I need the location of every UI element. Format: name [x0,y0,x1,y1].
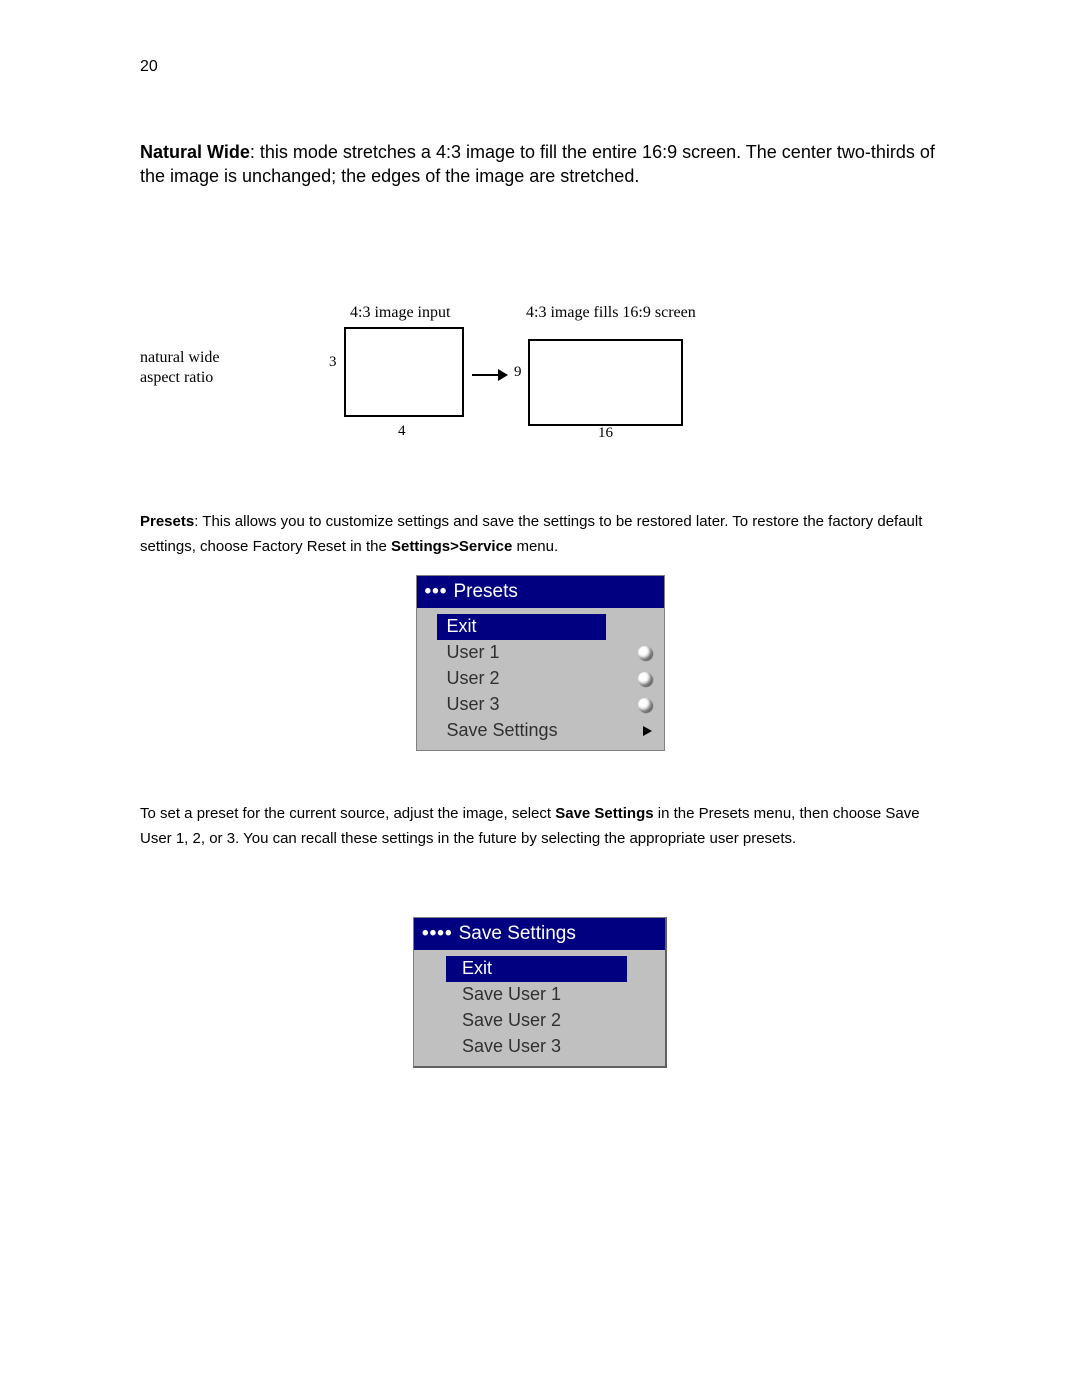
label-16: 16 [598,425,613,442]
label-3: 3 [329,354,337,371]
save-menu-body: Exit Save User 1 Save User 2 Save User 3 [414,950,665,1066]
menu-item-label: User 1 [447,642,500,663]
set-preset-paragraph: To set a preset for the current source, … [140,801,940,852]
rect-16-9 [528,339,683,426]
menu-item-save-settings[interactable]: Save Settings [417,718,664,744]
menu-item-label: User 2 [447,668,500,689]
presets-paragraph: Presets: This allows you to customize se… [140,509,940,560]
menu-item-label: Save Settings [447,720,558,741]
menu-item-save-user-2[interactable]: Save User 2 [414,1008,665,1034]
diagram-top-label-1: 4:3 image input [350,304,450,322]
menu-item-exit[interactable]: Exit [446,956,627,982]
natural-wide-paragraph: Natural Wide: this mode stretches a 4:3 … [140,140,940,189]
diagram-left-label-1: natural wide [140,349,220,367]
diagram-left-label-2: aspect ratio [140,369,213,387]
natural-wide-label: Natural Wide [140,142,250,162]
arrow-line [472,374,500,376]
dots-icon: ••• [425,581,448,603]
menu-item-save-user-1[interactable]: Save User 1 [414,982,665,1008]
presets-text-2: menu. [512,538,558,555]
presets-menu-title: Presets [453,581,517,603]
presets-menu: ••• Presets Exit User 1 User 2 User 3 Sa… [416,575,665,751]
arrow-right-icon [643,726,652,736]
diagram-top-label-2: 4:3 image fills 16:9 screen [526,304,696,322]
menu-item-exit[interactable]: Exit [437,614,606,640]
arrow-right-icon [498,369,508,381]
label-4: 4 [398,423,406,440]
menu-item-label: Exit [447,616,477,637]
save-settings-bold: Save Settings [555,805,653,822]
aspect-ratio-diagram: natural wide aspect ratio 4:3 image inpu… [140,229,940,409]
radio-icon[interactable] [638,646,652,660]
save-menu-title: Save Settings [459,923,576,945]
set-preset-text-1: To set a preset for the current source, … [140,805,555,822]
menu-item-label: Save User 2 [462,1010,561,1031]
save-settings-menu: •••• Save Settings Exit Save User 1 Save… [413,917,667,1068]
radio-icon[interactable] [638,672,652,686]
radio-icon[interactable] [638,698,652,712]
menu-item-label: Exit [462,958,492,979]
presets-menu-title-bar: ••• Presets [417,576,664,608]
label-9: 9 [514,364,522,381]
save-menu-title-bar: •••• Save Settings [414,918,665,950]
dots-icon: •••• [422,923,453,945]
menu-item-user2[interactable]: User 2 [417,666,664,692]
page-content: Natural Wide: this mode stretches a 4:3 … [140,140,940,1068]
rect-4-3 [344,327,464,417]
menu-item-save-user-3[interactable]: Save User 3 [414,1034,665,1060]
menu-item-label: User 3 [447,694,500,715]
presets-label: Presets [140,513,194,530]
settings-service-text: Settings>Service [391,538,512,555]
menu-item-user1[interactable]: User 1 [417,640,664,666]
menu-item-label: Save User 3 [462,1036,561,1057]
menu-item-user3[interactable]: User 3 [417,692,664,718]
menu-item-label: Save User 1 [462,984,561,1005]
natural-wide-text: : this mode stretches a 4:3 image to fil… [140,142,935,186]
page-number: 20 [140,58,158,76]
presets-menu-body: Exit User 1 User 2 User 3 Save Settings [417,608,664,750]
